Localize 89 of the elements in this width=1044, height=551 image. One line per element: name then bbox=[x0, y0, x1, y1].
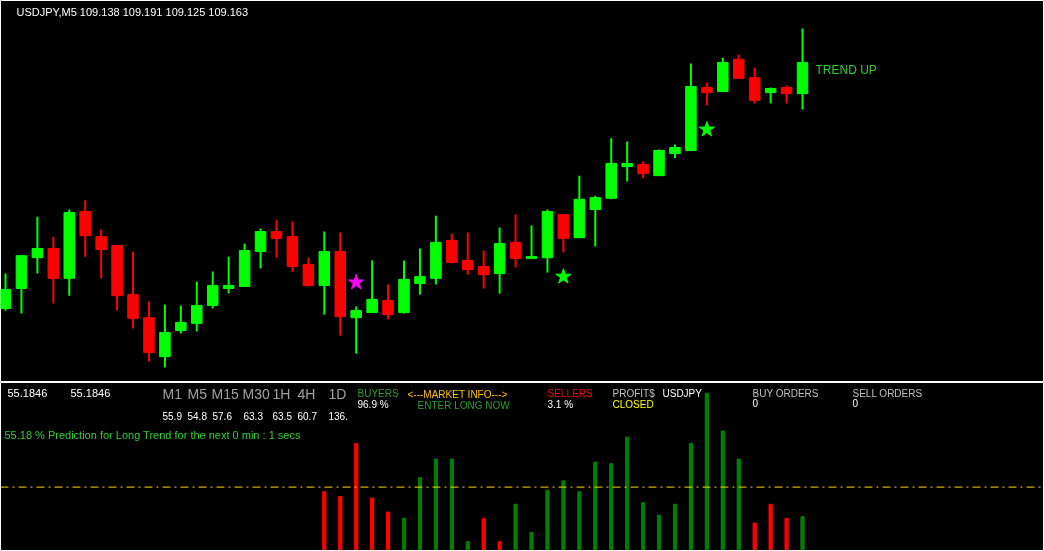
text: 0 bbox=[852, 397, 859, 409]
bar bbox=[720, 430, 725, 550]
bar bbox=[433, 458, 438, 550]
candlestick bbox=[462, 231, 474, 276]
bar bbox=[545, 489, 550, 550]
candlestick bbox=[191, 280, 203, 333]
bar bbox=[672, 503, 678, 550]
text: TREND UP bbox=[815, 62, 877, 77]
annotation: 57.6 bbox=[212, 410, 233, 422]
annotation: USDJPY bbox=[662, 387, 703, 399]
bar bbox=[497, 541, 502, 550]
annotation: 55.9 bbox=[162, 410, 183, 422]
candlestick bbox=[366, 259, 378, 314]
annotation: 55.1846 bbox=[7, 386, 48, 399]
annotation: PROFIT$ bbox=[612, 387, 656, 399]
candlestick bbox=[31, 215, 44, 275]
candlestick bbox=[525, 224, 538, 260]
bar bbox=[736, 458, 741, 550]
bar bbox=[768, 503, 773, 550]
bar bbox=[593, 461, 598, 550]
bar bbox=[465, 541, 470, 550]
bar bbox=[784, 517, 789, 550]
annotation: M1 bbox=[162, 385, 183, 402]
bar bbox=[625, 436, 630, 550]
candlestick bbox=[222, 255, 235, 295]
candlestick bbox=[270, 219, 283, 259]
annotation: CLOSED bbox=[612, 398, 654, 410]
candlestick bbox=[701, 81, 713, 107]
candlestick bbox=[477, 249, 490, 290]
candlestick bbox=[206, 270, 219, 310]
annotation: 55.18 % Prediction for Long Trend for the next 0 min : 1 secs bbox=[4, 428, 301, 441]
candlestick bbox=[302, 256, 315, 288]
annotation: 55.1846 bbox=[70, 386, 111, 399]
candlestick bbox=[557, 213, 570, 254]
bar bbox=[370, 497, 375, 550]
bar bbox=[609, 463, 614, 550]
annotation: 136. bbox=[328, 410, 348, 422]
bar bbox=[322, 491, 327, 550]
annotation: BUYERS bbox=[357, 387, 399, 399]
annotation: ENTER LONG NOW bbox=[417, 399, 511, 411]
candlestick bbox=[95, 228, 107, 280]
annotation: 60.7 bbox=[297, 410, 318, 422]
bar bbox=[338, 495, 343, 550]
candlestick bbox=[254, 227, 267, 270]
candlestick bbox=[0, 272, 12, 312]
bar bbox=[577, 491, 582, 550]
annotation: 0 bbox=[752, 397, 759, 409]
annotation: 96.9 % bbox=[357, 398, 389, 410]
bar bbox=[513, 503, 518, 550]
bar bbox=[529, 531, 534, 550]
bar bbox=[401, 517, 407, 550]
annotation: 1H bbox=[272, 385, 291, 402]
bar bbox=[656, 514, 662, 550]
bar bbox=[800, 516, 805, 550]
bar bbox=[385, 511, 391, 550]
annotation: BUY ORDERS bbox=[752, 387, 819, 399]
annotation: 3.1 % bbox=[547, 398, 574, 410]
candlestick bbox=[509, 213, 522, 269]
candlestick bbox=[127, 250, 139, 330]
annotation: SELLERS bbox=[547, 387, 593, 399]
bar bbox=[481, 517, 486, 550]
annotation: M30 bbox=[242, 385, 270, 402]
annotation: 63.3 bbox=[243, 410, 264, 422]
bar bbox=[704, 393, 709, 550]
annotation: 63.5 bbox=[272, 410, 293, 422]
bar bbox=[688, 442, 694, 550]
annotation: M15 bbox=[211, 385, 239, 402]
bar bbox=[449, 458, 454, 550]
candlestick bbox=[175, 304, 187, 335]
annotation: <---MARKET INFO---> bbox=[407, 388, 508, 400]
text: SELL ORDERS bbox=[852, 387, 923, 399]
annotation: 54.8 bbox=[187, 410, 208, 422]
bar bbox=[752, 522, 757, 550]
annotation: M5 bbox=[187, 385, 208, 402]
annotation: 1D bbox=[328, 385, 347, 402]
candlestick bbox=[414, 247, 426, 296]
candlestick bbox=[350, 305, 362, 355]
candlestick bbox=[748, 66, 761, 105]
candlestick bbox=[732, 53, 745, 80]
candlestick bbox=[589, 194, 602, 248]
chart-title: USDJPY,M5 109.138 109.191 109.125 109.163 bbox=[16, 5, 249, 18]
bar bbox=[641, 502, 646, 550]
candlestick bbox=[446, 232, 458, 265]
bar bbox=[561, 480, 566, 550]
bar bbox=[417, 477, 423, 550]
candlestick bbox=[382, 283, 394, 321]
annotation: 4H bbox=[297, 385, 316, 402]
bar bbox=[354, 442, 359, 550]
candlestick bbox=[621, 140, 633, 183]
